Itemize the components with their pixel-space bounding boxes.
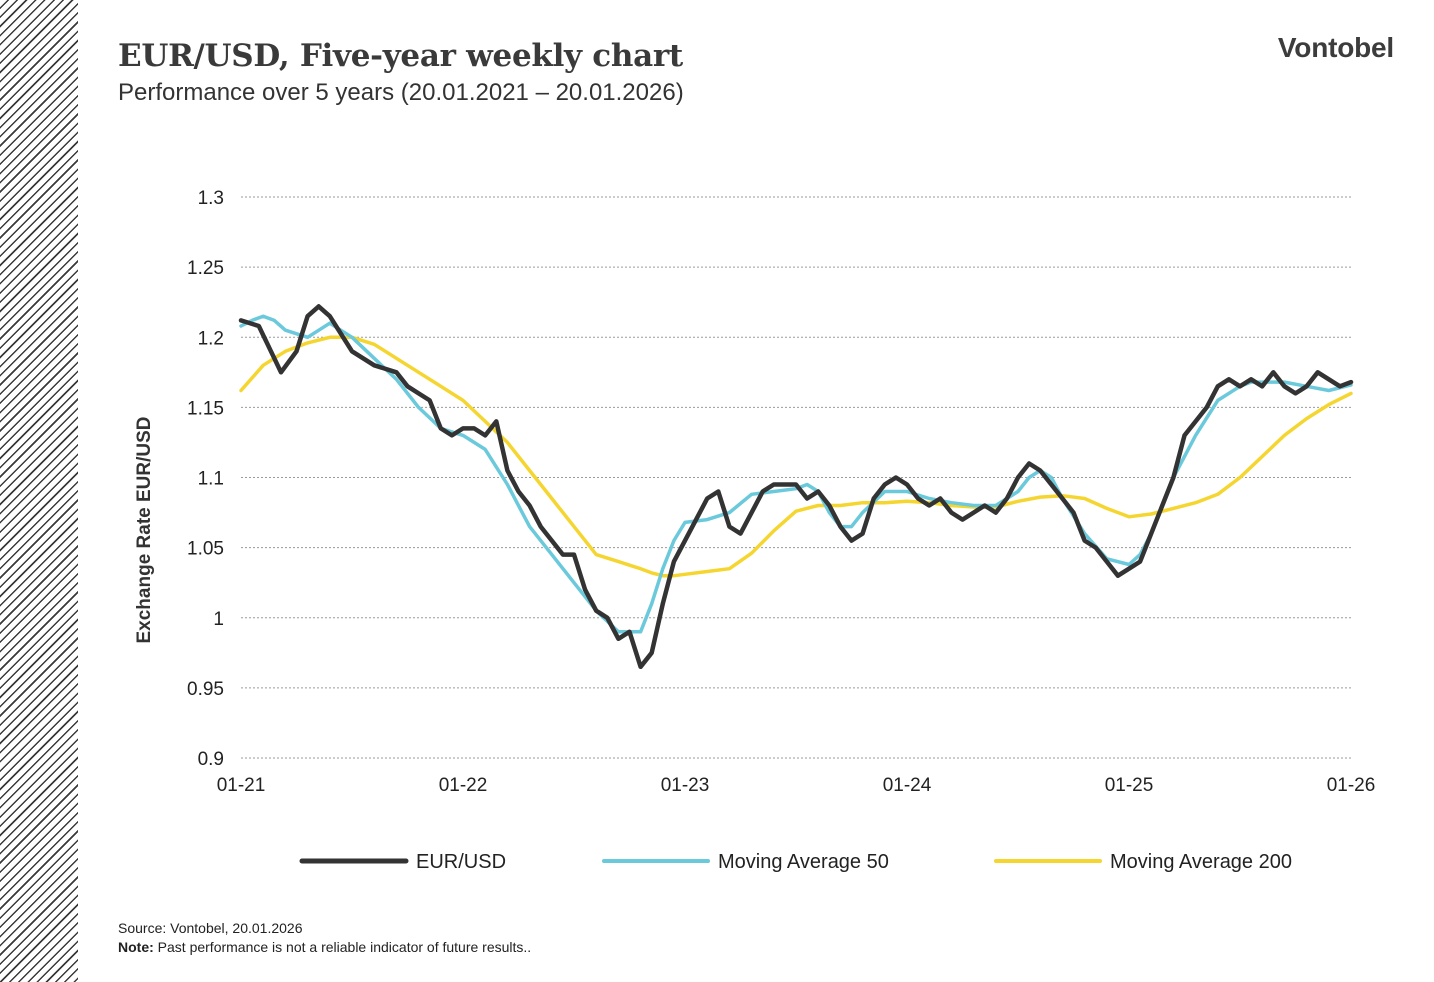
series-line-eur-usd [238,304,1354,670]
y-tick-label: 1.15 [187,398,224,419]
y-axis-ticks: 1.3 1.25 1.2 1.15 1.1 1.05 1 0.95 0.9 [187,188,224,770]
chart-subtitle: Performance over 5 years (20.01.2021 – 2… [118,79,684,106]
y-tick-label: 1.2 [198,328,224,349]
y-axis-label: Exchange Rate EUR/USD [134,416,155,643]
legend: EUR/USD Moving Average 50 Moving Average 2… [299,851,1292,873]
legend-label: EUR/USD [416,851,506,873]
series-lines [238,304,1354,670]
x-tick-label: 01-24 [883,775,932,796]
x-tick-label: 01-22 [439,775,488,796]
x-tick-label: 01-23 [661,775,710,796]
x-tick-label: 01-21 [217,775,266,796]
legend-label: Moving Average 200 [1110,851,1292,873]
x-tick-label: 01-26 [1327,775,1376,796]
x-axis-ticks: 01-21 01-22 01-23 01-24 01-25 01-26 [217,775,1376,796]
y-tick-label: 0.9 [198,749,224,770]
note-label: Note: [118,939,154,955]
legend-label: Moving Average 50 [718,851,889,873]
note-text: Past performance is not a reliable indic… [153,939,532,955]
hatched-side-band [0,0,78,982]
y-tick-label: 1.05 [187,539,224,560]
source-note: Source: Vontobel, 20.01.2026 [118,920,303,936]
y-tick-label: 1.1 [198,469,224,490]
y-tick-label: 0.95 [187,679,224,700]
chart-title: EUR/USD, Five-year weekly chart [118,38,683,74]
y-tick-label: 1.3 [198,188,224,209]
gridlines [241,196,1351,759]
disclaimer: Note: Past performance is not a reliable… [118,938,531,957]
footer: Source: Vontobel, 20.01.2026 Note: Past … [118,919,531,957]
brand-logo: Vontobel [1277,32,1394,63]
y-tick-label: 1 [213,609,224,630]
y-tick-label: 1.25 [187,258,224,279]
x-tick-label: 01-25 [1105,775,1154,796]
